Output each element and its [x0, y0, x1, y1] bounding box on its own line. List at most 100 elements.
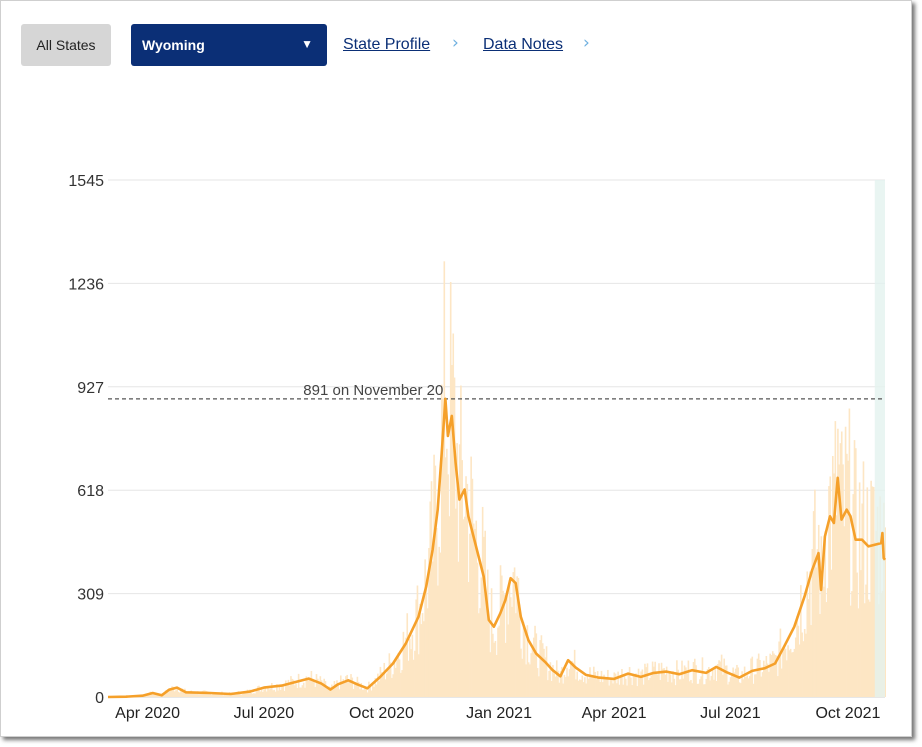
daily-bar	[443, 261, 446, 697]
daily-bar	[539, 640, 541, 697]
daily-bar	[290, 676, 292, 697]
daily-bar	[566, 667, 568, 697]
daily-bar	[695, 665, 697, 697]
daily-bar	[709, 680, 711, 697]
daily-bar	[862, 461, 865, 697]
daily-bar	[315, 674, 318, 697]
state-select[interactable]: Wyoming ▼	[131, 24, 327, 66]
daily-bar	[301, 685, 304, 697]
daily-bar	[774, 654, 777, 697]
daily-bar	[210, 694, 213, 697]
daily-bar	[608, 685, 610, 697]
daily-bar	[798, 644, 801, 697]
daily-bar	[664, 674, 667, 697]
daily-bar	[820, 536, 823, 697]
daily-bar	[623, 676, 626, 697]
daily-bar	[255, 689, 258, 697]
all-states-button[interactable]: All States	[21, 24, 111, 66]
daily-bar	[361, 689, 364, 697]
state-profile-link[interactable]: State Profile	[343, 36, 431, 53]
daily-bar	[166, 691, 168, 697]
daily-bar	[286, 684, 288, 697]
daily-bar	[325, 687, 328, 697]
daily-bar	[421, 613, 424, 697]
daily-bar	[507, 624, 510, 697]
daily-bar	[805, 633, 807, 697]
daily-bar	[674, 685, 677, 697]
daily-bar	[575, 679, 577, 697]
daily-bar	[598, 677, 600, 697]
daily-bar	[508, 580, 511, 697]
daily-bar	[835, 515, 838, 697]
daily-bar	[170, 689, 172, 697]
daily-bar	[348, 681, 351, 697]
daily-bar	[826, 588, 829, 697]
daily-bar	[249, 689, 251, 697]
daily-bar	[656, 674, 659, 697]
daily-bar	[801, 632, 803, 697]
daily-bar	[279, 690, 282, 697]
daily-bar	[746, 675, 748, 697]
daily-bar	[737, 667, 740, 697]
daily-bar	[741, 671, 743, 697]
daily-bar	[264, 687, 267, 697]
daily-bar	[499, 565, 502, 697]
daily-bar	[235, 694, 237, 697]
daily-bar	[269, 688, 272, 697]
daily-bar	[686, 673, 688, 697]
daily-bar	[724, 665, 727, 697]
daily-bar	[771, 651, 774, 697]
daily-bar	[282, 685, 285, 697]
daily-bar	[511, 606, 513, 697]
daily-bar	[378, 681, 380, 697]
daily-bar	[494, 640, 497, 697]
daily-bar	[810, 625, 812, 697]
data-notes-link[interactable]: Data Notes	[483, 36, 564, 53]
daily-bar	[439, 552, 442, 697]
daily-bar	[355, 683, 357, 697]
daily-bar	[338, 689, 341, 697]
daily-bar	[147, 694, 149, 697]
daily-bar	[681, 660, 683, 697]
daily-bar	[705, 678, 708, 697]
daily-bar	[570, 661, 572, 697]
daily-bar	[410, 649, 412, 697]
daily-bar	[696, 683, 699, 697]
daily-bar	[525, 664, 527, 697]
daily-bar	[419, 603, 421, 697]
daily-bar	[191, 692, 194, 697]
daily-bar	[806, 571, 809, 697]
daily-bar	[369, 685, 371, 697]
daily-bar	[484, 530, 486, 697]
daily-bar	[171, 686, 173, 697]
daily-bar	[789, 648, 792, 697]
daily-bar	[466, 483, 469, 697]
daily-bar	[384, 679, 387, 697]
daily-bar	[855, 448, 857, 697]
daily-bar	[693, 658, 696, 697]
daily-bar	[190, 690, 193, 697]
daily-bar	[324, 681, 327, 697]
daily-bar	[485, 598, 488, 697]
daily-bar	[288, 685, 291, 697]
daily-bar	[299, 687, 301, 697]
y-axis-ticks: 0 309 618 927 1236 1545	[68, 173, 104, 707]
daily-bar	[187, 692, 190, 697]
daily-bar	[692, 661, 695, 697]
daily-bar	[352, 688, 355, 697]
daily-bar	[833, 473, 835, 697]
daily-bar	[654, 661, 656, 697]
daily-bar	[543, 648, 545, 697]
daily-bar	[526, 625, 529, 697]
daily-bar	[371, 684, 374, 697]
daily-bar	[322, 684, 324, 697]
daily-bar	[590, 675, 593, 697]
daily-bar	[333, 681, 336, 697]
daily-bar	[766, 663, 769, 697]
daily-bar	[867, 599, 870, 697]
daily-bar	[240, 694, 242, 697]
daily-bar	[847, 460, 849, 697]
daily-bar	[360, 683, 363, 697]
daily-bar	[785, 660, 788, 697]
daily-bar	[595, 679, 598, 697]
